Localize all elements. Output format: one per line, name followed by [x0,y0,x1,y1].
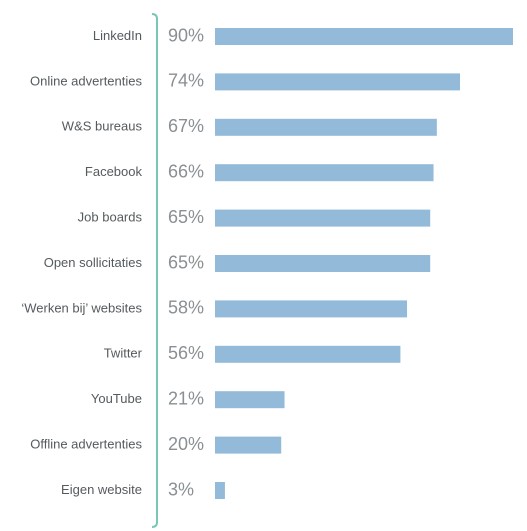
category-label: Twitter [104,346,143,361]
chart-row: Online advertenties 74% [30,71,461,91]
category-label: YouTube [91,391,142,406]
category-label: Online advertenties [30,73,143,88]
category-label: Job boards [78,210,143,225]
value-label: 65% [168,252,204,272]
bar [215,345,401,363]
chart-row: Offline advertenties 20% [30,434,282,454]
bar [215,164,434,182]
bar [215,209,431,227]
chart-row: Job boards 65% [78,207,431,227]
value-label: 56% [168,343,204,363]
value-label: 65% [168,207,204,227]
value-label: 3% [168,479,194,499]
bar [215,300,408,318]
bar [215,118,437,136]
chart-row: LinkedIn 90% [93,25,513,45]
bar [215,255,431,272]
category-label: Open sollicitaties [44,255,143,270]
category-label: Eigen website [61,482,142,497]
category-label: Facebook [85,164,143,179]
value-label: 58% [168,298,204,318]
chart-row: YouTube 21% [91,388,285,408]
category-label: Offline advertenties [30,437,142,452]
chart-rows: LinkedIn 90% Online advertenties 74% W&S bur… [21,25,513,499]
category-label: LinkedIn [93,28,142,43]
value-label: 21% [168,388,204,408]
value-label: 20% [168,434,204,454]
axis-bracket [151,13,158,528]
value-label: 74% [168,71,204,91]
bar [215,436,282,454]
bar [215,391,285,409]
chart-row: Eigen website 3% [61,479,225,499]
chart-row: Twitter 56% [104,343,401,363]
value-label: 90% [168,25,204,45]
bar [215,482,225,499]
category-label: ‘Werken bij’ websites [21,300,142,315]
chart-row: W&S bureaus 67% [62,116,437,136]
value-label: 66% [168,161,204,181]
category-label: W&S bureaus [62,119,143,134]
chart-row: Facebook 66% [85,161,434,181]
chart-row: ‘Werken bij’ websites 58% [21,298,408,318]
bar [215,73,461,91]
chart-row: Open sollicitaties 65% [44,252,431,272]
value-label: 67% [168,116,204,136]
bar [215,28,513,45]
